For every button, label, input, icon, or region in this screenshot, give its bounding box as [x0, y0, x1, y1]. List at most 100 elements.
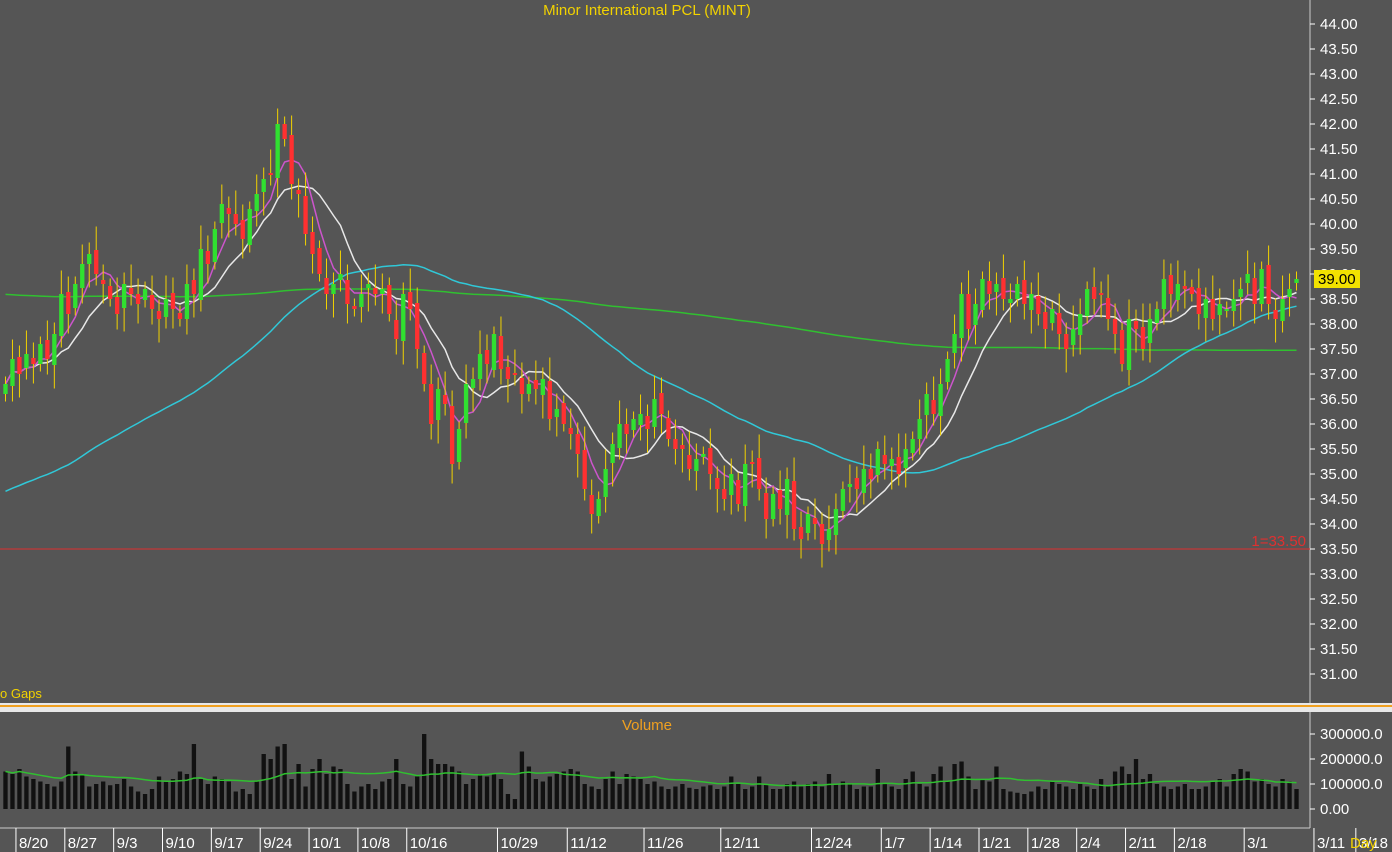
volume-bar — [1064, 786, 1069, 809]
up-candle — [1029, 294, 1034, 310]
up-candle — [540, 379, 545, 395]
up-candle — [491, 334, 497, 370]
volume-bar — [505, 794, 511, 809]
date-tick-label: 8/27 — [68, 835, 97, 852]
volume-bar — [73, 771, 78, 809]
date-axis: 8/20 8/27 9/3 9/10 9/17 9/24 10/1 10/8 10/16 10/2… — [15, 828, 1388, 852]
volume-bar — [652, 781, 657, 809]
volume-bar — [729, 776, 734, 809]
volume-bar — [240, 789, 245, 809]
down-candle — [1105, 298, 1111, 319]
volume-bar — [603, 779, 608, 809]
date-tick-label: 11/12 — [570, 835, 606, 852]
volume-bar — [52, 786, 57, 809]
volume-bar — [24, 776, 29, 809]
volume-bar — [533, 779, 539, 809]
price-tick-label: 44.00 — [1320, 16, 1358, 33]
price-tick-label: 31.00 — [1320, 666, 1358, 683]
up-candle — [254, 194, 259, 211]
volume-bar — [575, 771, 580, 809]
up-candle — [701, 454, 706, 457]
down-candle — [1112, 319, 1118, 334]
up-candle — [743, 464, 748, 506]
up-candle — [1259, 269, 1264, 304]
price-tick-label: 43.00 — [1320, 66, 1358, 83]
down-candle — [680, 445, 685, 449]
volume-bar — [498, 779, 504, 809]
volume-bar — [80, 774, 85, 809]
price-tick-label: 39.50 — [1320, 241, 1358, 258]
price-tick-label: 34.00 — [1320, 516, 1358, 533]
volume-bar — [743, 789, 748, 809]
volume-bar — [868, 786, 873, 809]
up-candle — [1203, 299, 1208, 318]
up-candle — [275, 124, 280, 178]
volume-bar — [114, 784, 120, 809]
up-candle — [903, 449, 908, 468]
down-candle — [854, 478, 860, 489]
volume-bar — [303, 786, 308, 809]
down-candle — [645, 416, 650, 429]
volume-bar — [1182, 784, 1188, 809]
volume-bar — [701, 786, 706, 809]
volume-bar — [191, 744, 197, 809]
down-candle — [896, 457, 901, 474]
volume-bar — [10, 774, 15, 809]
down-candle — [282, 124, 287, 139]
down-candle — [170, 293, 176, 309]
volume-bar — [463, 784, 469, 809]
volume-axis: 300000.0 200000.0 100000.0 0.00 — [1310, 726, 1383, 818]
volume-bar — [477, 774, 483, 809]
volume-bar — [582, 784, 587, 809]
volume-bar — [380, 781, 385, 809]
date-tick-label: 2/18 — [1177, 835, 1206, 852]
down-candle — [394, 320, 399, 339]
down-candle — [519, 378, 525, 394]
up-candle — [910, 439, 915, 453]
volume-bar — [617, 784, 622, 809]
down-candle — [296, 190, 301, 194]
down-candle — [1091, 287, 1097, 299]
volume-bar — [3, 771, 8, 809]
price-tick-label: 41.00 — [1320, 166, 1358, 183]
down-candle — [791, 481, 797, 529]
volume-bar — [959, 761, 964, 809]
down-candle — [1210, 299, 1215, 319]
volume-bar — [198, 779, 204, 809]
volume-bar — [1001, 789, 1006, 809]
up-candle — [52, 334, 57, 365]
volume-bar — [812, 781, 818, 809]
volume-bar — [750, 786, 755, 809]
up-candle — [10, 359, 15, 386]
volume-bar — [1238, 769, 1243, 809]
up-candle — [652, 399, 657, 427]
volume-bar — [387, 779, 392, 809]
volume-bar — [519, 751, 525, 809]
price-tick-label: 36.00 — [1320, 416, 1358, 433]
up-candle — [142, 289, 148, 300]
price-tick-label: 33.00 — [1320, 566, 1358, 583]
down-candle — [1001, 278, 1006, 299]
down-candle — [429, 384, 434, 424]
date-tick-label: 1/28 — [1031, 835, 1060, 852]
up-candle — [1231, 299, 1236, 311]
volume-bar — [177, 771, 183, 809]
volume-bar — [1175, 786, 1181, 809]
down-candle — [777, 490, 783, 509]
volume-bar — [1112, 771, 1118, 809]
price-tick-label: 40.00 — [1320, 216, 1358, 233]
volume-bar — [359, 786, 364, 809]
up-candle — [924, 394, 929, 415]
up-candle — [87, 254, 92, 264]
down-candle — [687, 455, 692, 469]
down-candle — [547, 381, 552, 419]
up-candle — [3, 384, 8, 394]
volume-bar — [673, 786, 678, 809]
volume-bar — [666, 789, 671, 809]
volume-bar — [212, 776, 218, 809]
volume-bar — [610, 771, 615, 809]
ma200-line — [5, 288, 1297, 352]
volume-bar — [659, 786, 664, 809]
down-candle — [812, 518, 818, 524]
volume-bar — [847, 784, 853, 809]
